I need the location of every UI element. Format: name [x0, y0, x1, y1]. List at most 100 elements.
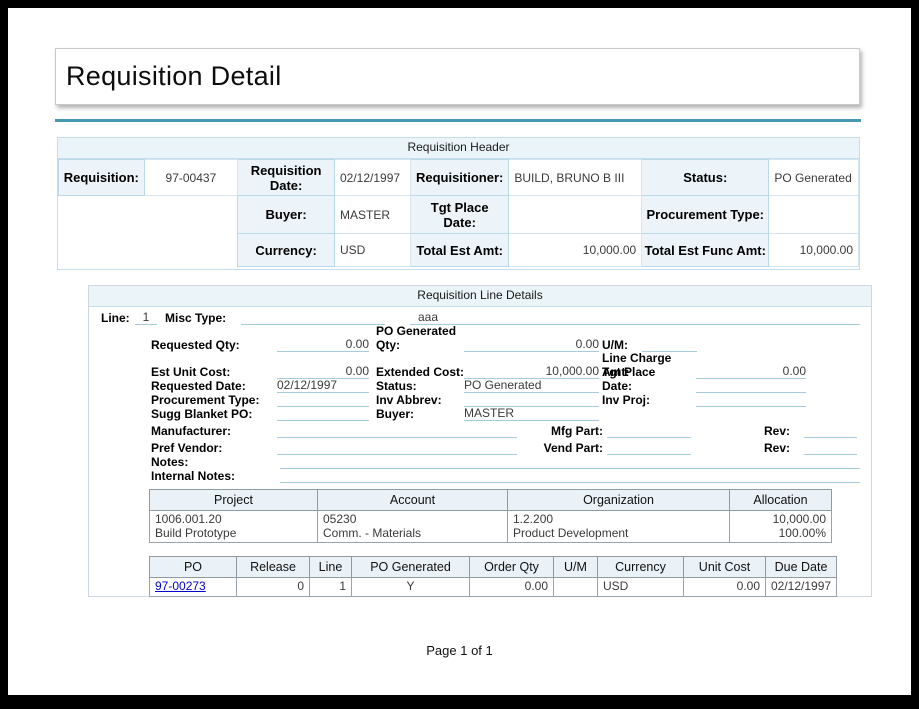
misc-type-description: aaa: [410, 310, 860, 325]
um-value: [642, 338, 697, 352]
line-charge-amt-value: 0.00: [696, 364, 806, 379]
page-footer: Page 1 of 1: [426, 643, 493, 658]
tgt-place-date-label: Tgt Place Date:: [409, 195, 510, 234]
organization-desc: Product Development: [513, 526, 629, 540]
est-unit-cost-label: Est Unit Cost:: [151, 365, 231, 379]
pref-vendor-label: Pref Vendor:: [151, 441, 223, 455]
line-details-section-title: Requisition Line Details: [89, 286, 871, 307]
status-label: Status:: [641, 159, 770, 196]
po-header-release: Release: [236, 556, 310, 578]
project-desc: Build Prototype: [155, 526, 237, 540]
line-charge-amt-label: Line Charge Amt:: [602, 351, 686, 379]
po-table: PO Release Line PO Generated Order Qty U…: [149, 556, 838, 597]
po-line-cell: 1: [309, 577, 352, 597]
header-row-3: Currency: USD Total Est Amt: 10,000.00 T…: [59, 233, 859, 267]
est-unit-cost-value: 0.00: [277, 364, 369, 379]
po-unit-cost-cell: 0.00: [683, 577, 766, 597]
mfg-rev-label: Rev:: [764, 424, 791, 438]
buyer-label: Buyer:: [237, 195, 335, 234]
allocation-table: Project Account Organization Allocation …: [149, 489, 832, 543]
allocation-header-organization: Organization: [507, 489, 730, 511]
total-est-amt-value: 10,000.00: [508, 233, 643, 267]
inv-abbrev-label: Inv Abbrev:: [376, 393, 442, 407]
po-header-due-date: Due Date: [764, 556, 838, 578]
line-procurement-type-label: Procurement Type:: [151, 393, 260, 407]
buyer-value: MASTER: [333, 195, 411, 234]
po-currency-cell: USD: [597, 577, 684, 597]
header-empty-area: [58, 195, 238, 267]
po-header-um: U/M: [553, 556, 598, 578]
po-generated-qty-label-line2: Qty:: [376, 338, 400, 352]
allocation-project-cell: 1006.001.20 Build Prototype: [149, 510, 318, 543]
po-generated-qty-value: 0.00: [464, 337, 599, 352]
line-number-value: 1: [135, 310, 157, 325]
allocation-organization-cell: 1.2.200 Product Development: [507, 510, 730, 543]
header-row-2: Buyer: MASTER Tgt Place Date: Procuremen…: [58, 195, 859, 267]
line-procurement-type-value: [277, 393, 369, 407]
currency-value: USD: [333, 233, 411, 267]
allocation-header-row: Project Account Organization Allocation: [149, 489, 832, 511]
requested-qty-row: Requested Qty: 0.00 PO Generated Qty: 0.0…: [89, 324, 871, 352]
allocation-header-project: Project: [149, 489, 318, 511]
extended-cost-value: 10,000.00: [464, 364, 599, 379]
requisition-header-table: Requisition: 97-00437 Requisition Date: …: [58, 159, 859, 267]
vend-rev-label: Rev:: [764, 441, 791, 455]
line-status-value: PO Generated: [464, 378, 599, 393]
line-misc-row: Line: 1 Misc Type: aaa: [89, 309, 871, 325]
procurement-type-row: Procurement Type: Inv Abbrev: Inv Proj:: [89, 393, 871, 407]
status-value: PO Generated: [768, 159, 859, 196]
total-est-amt-label: Total Est Amt:: [409, 233, 510, 267]
requisition-label: Requisition:: [58, 159, 145, 196]
requested-date-row: Requested Date: 02/12/1997 Status: PO Ge…: [89, 365, 871, 393]
po-header-line: Line: [309, 556, 352, 578]
pref-vendor-row: Pref Vendor: Vend Part: Rev:: [89, 438, 871, 455]
total-est-func-amt-label: Total Est Func Amt:: [641, 233, 770, 267]
po-header-order-qty: Order Qty: [469, 556, 554, 578]
po-um-cell: [553, 577, 598, 597]
um-label: U/M:: [602, 338, 628, 352]
notes-value: [280, 455, 860, 469]
procurement-type-value: [768, 195, 859, 234]
allocation-header-account: Account: [317, 489, 508, 511]
account-code: 05230: [323, 512, 357, 526]
report-title-box: Requisition Detail: [55, 48, 860, 105]
po-generated-qty-label-line1: PO Generated: [376, 324, 457, 338]
requisition-date-value: 02/12/1997: [333, 159, 411, 196]
requisition-line-details-section: Requisition Line Details Line: 1 Misc Ty…: [88, 285, 872, 597]
notes-row: Notes:: [89, 455, 871, 469]
po-header-po-generated: PO Generated: [351, 556, 470, 578]
tgt-place-date-value: [508, 195, 643, 234]
mfg-rev-value: [804, 424, 857, 438]
po-release-cell: 0: [236, 577, 310, 597]
requisition-header-section: Requisition Header Requisition: 97-00437…: [57, 137, 860, 270]
allocation-percent: 100.00%: [778, 526, 826, 540]
mfg-part-value: [607, 424, 691, 438]
misc-type-label: Misc Type:: [165, 311, 227, 325]
po-number-link[interactable]: 97-00273: [155, 579, 206, 593]
requested-date-value: 02/12/1997: [277, 378, 369, 393]
report-page: Requisition Detail Requisition Header Re…: [8, 8, 911, 695]
po-generated-cell: Y: [351, 577, 470, 597]
sugg-blanket-po-value: [277, 407, 369, 421]
requisition-header-section-title: Requisition Header: [58, 138, 859, 159]
requisitioner-label: Requisitioner:: [409, 159, 510, 196]
po-data-row: 97-00273 0 1 Y 0.00 USD 0.00 02/12/1997: [149, 577, 838, 597]
allocation-amount-cell: 10,000.00 100.00%: [729, 510, 832, 543]
inv-abbrev-value: [464, 393, 599, 407]
allocation-account-cell: 05230 Comm. - Materials: [317, 510, 508, 543]
requested-qty-label: Requested Qty:: [151, 338, 240, 352]
internal-notes-row: Internal Notes:: [89, 469, 871, 483]
allocation-header-allocation: Allocation: [729, 489, 832, 511]
inv-proj-value: [696, 393, 806, 407]
po-generated-qty-label: PO Generated Qty:: [376, 324, 464, 352]
requested-date-label: Requested Date:: [151, 379, 246, 393]
line-tgt-place-date-value: [696, 379, 806, 393]
vend-part-label: Vend Part:: [543, 441, 603, 455]
line-charge-amt-label-line2: Amt:: [602, 365, 630, 379]
notes-label: Notes:: [151, 455, 189, 469]
po-due-date-cell: 02/12/1997: [764, 577, 838, 597]
allocation-data-row: 1006.001.20 Build Prototype 05230 Comm. …: [149, 510, 832, 543]
po-header-currency: Currency: [597, 556, 684, 578]
est-unit-cost-row: Est Unit Cost: 0.00 Extended Cost: 10,00…: [89, 351, 871, 379]
manufacturer-label: Manufacturer:: [151, 424, 232, 438]
